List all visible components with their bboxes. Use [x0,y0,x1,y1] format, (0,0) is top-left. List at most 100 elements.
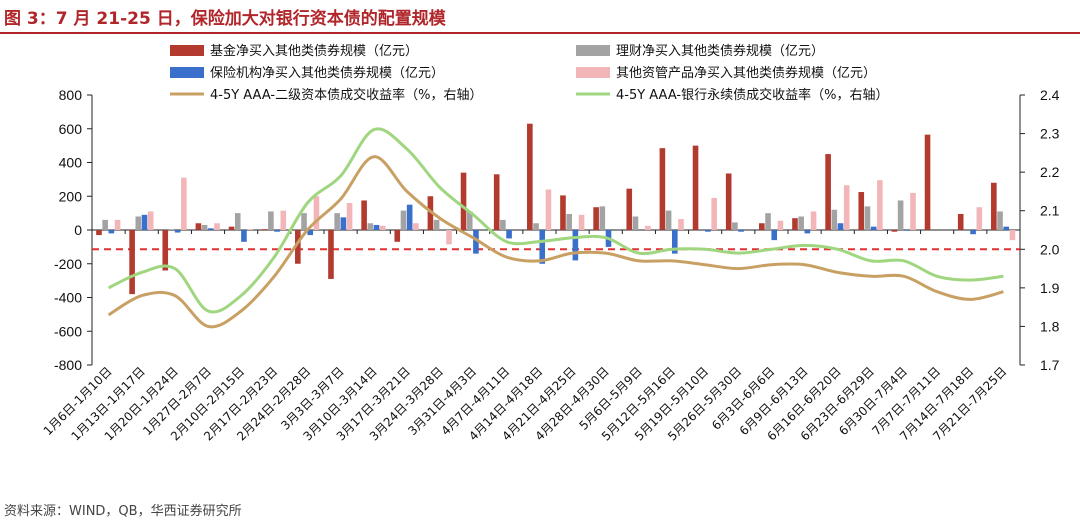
bar-insurance [406,204,413,230]
bar-insurance [307,230,314,236]
bar-fund [460,172,467,231]
bar-insurance [473,230,479,254]
bar-insurance [970,230,976,235]
line-tier2_line [107,155,1004,329]
y-tick-label-right: 2.0 [1040,241,1060,257]
bar-wealth [897,200,904,230]
bar-fund [361,200,367,230]
y-tick-label-left: 600 [59,121,83,137]
bar-wealth [632,216,639,230]
bar-other [645,225,651,230]
bar-insurance [1003,226,1010,231]
bar-layer [96,123,1016,295]
bar-insurance [870,226,877,231]
bar-insurance [241,230,247,242]
bar-wealth [102,219,108,231]
bar-other [810,211,817,230]
bar-insurance [274,230,280,232]
bar-fund [659,148,666,230]
bar-other [545,189,552,230]
bar-fund [759,223,765,230]
bar-wealth [268,211,274,230]
bar-wealth [234,213,241,231]
bar-fund [96,230,102,236]
legend-label-tier2-line: 4-5Y AAA-二级资本债成交收益率（%，右轴） [210,87,482,103]
bar-other [346,203,353,230]
bar-insurance [738,230,744,232]
bar-fund [228,226,235,231]
y-tick-label-left: 800 [59,87,83,103]
bar-wealth [168,229,175,230]
bar-fund [493,174,500,230]
bar-fund [560,195,566,230]
bar-other [280,210,287,230]
y-tick-label-right: 2.1 [1040,203,1060,219]
bar-fund [527,123,533,230]
bar-insurance [705,230,711,232]
bar-other [976,207,983,230]
bar-fund [858,192,865,230]
bar-other [877,180,883,230]
legend-label-fund: 基金净买入其他类债券规模（亿元） [210,43,418,59]
chart-axes: -800 -600 -400 -200 0 200 400 600 800 1.7 1.8 1.9 2.… [54,87,1060,373]
bar-wealth [201,224,208,230]
bar-wealth [566,213,572,230]
figure-title: 图 3：7 月 21-25 日，保险加大对银行资本债的配置规模 [4,9,446,29]
legend-label-insurance: 保险机构净买入其他类债券规模（亿元） [210,65,444,81]
y-tick-label-right: 2.3 [1040,126,1060,142]
bar-insurance [141,214,148,230]
legend-swatch-wealth [576,45,610,56]
bar-fund [891,230,898,232]
chart-legend: 基金净买入其他类债券规模（亿元） 理财净买入其他类债券规模（亿元） 保险机构净买… [170,43,888,103]
bar-other [247,229,253,230]
line-perp_line [107,127,1004,314]
bar-other [114,219,121,231]
chart-canvas: 基金净买入其他类债券规模（亿元） 理财净买入其他类债券规模（亿元） 保险机构净买… [41,43,1060,444]
bar-insurance [506,230,512,239]
legend-swatch-insurance [170,67,204,78]
bar-wealth [533,223,539,230]
bar-other [313,196,320,230]
bar-fund [295,230,301,264]
bar-fund [162,230,169,271]
bar-other [181,177,187,230]
bar-fund [394,230,401,242]
bar-insurance [837,223,844,230]
bar-wealth [334,213,340,231]
bar-wealth [599,206,606,231]
bar-fund [924,134,931,230]
bar-wealth [997,211,1003,230]
bar-fund [593,207,599,230]
bar-insurance [340,217,347,230]
bar-other [678,219,684,230]
y-tick-label-left: -800 [54,357,82,373]
bar-wealth [798,216,804,230]
bar-other [843,185,850,230]
bar-other [147,211,154,230]
bar-fund [692,145,699,231]
bar-fund [725,173,732,230]
bar-other [711,197,717,230]
bar-wealth [400,210,407,230]
y-tick-label-left: -400 [54,290,82,306]
bar-other [777,220,784,230]
bar-insurance [108,230,115,234]
y-tick-label-left: -600 [54,323,82,339]
title-rule [0,32,1080,34]
bar-insurance [208,228,214,230]
category-axis-labels: 1月6日-1月10日1月13日-1月17日1月20日-1月24日1月27日-2月… [41,364,1010,443]
y-tick-label-right: 2.2 [1040,164,1060,180]
y-tick-label-right: 1.8 [1040,318,1060,334]
bar-other [446,230,452,245]
bar-other [413,223,419,230]
y-tick-label-right: 1.9 [1040,280,1060,296]
bar-wealth [135,216,142,230]
bar-wealth [864,206,871,231]
bar-wealth [433,219,440,231]
legend-swatch-fund [170,45,204,56]
bar-fund [626,188,633,230]
bar-fund [261,229,268,230]
bar-wealth [301,213,307,231]
y-tick-label-left: -200 [54,256,82,272]
y-tick-label-left: 400 [59,155,83,171]
